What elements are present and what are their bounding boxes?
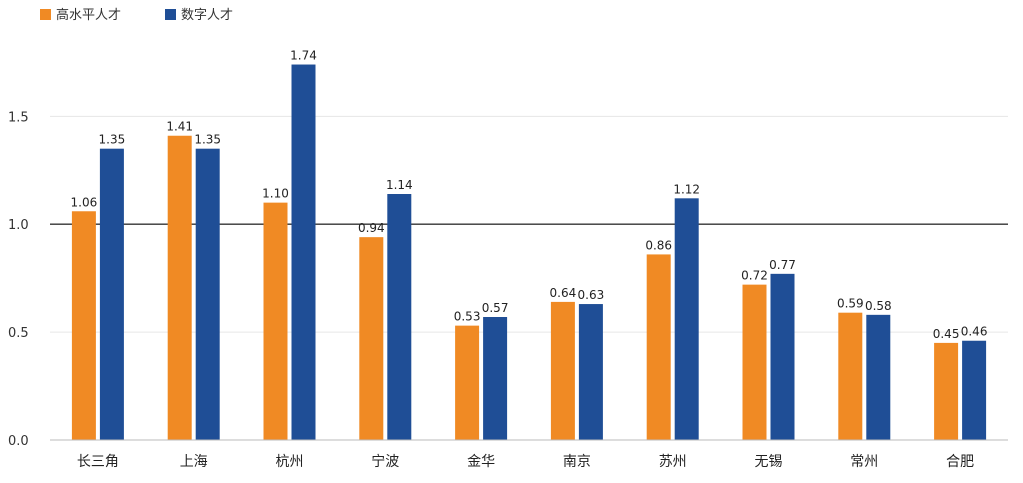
data-label: 0.77	[769, 258, 796, 272]
x-category-label: 常州	[850, 454, 878, 470]
bar-digital-talent	[291, 64, 316, 441]
x-category-label: 苏州	[659, 454, 687, 470]
y-tick-label: 1.0	[8, 218, 29, 233]
data-label: 0.94	[358, 221, 385, 235]
y-tick-label: 1.5	[8, 110, 29, 125]
data-label: 1.35	[194, 133, 221, 147]
bar-high-level-talent	[550, 301, 575, 440]
data-label: 0.86	[645, 238, 672, 252]
x-category-label: 杭州	[276, 454, 304, 470]
x-category-label: 上海	[180, 454, 208, 470]
data-label: 0.63	[578, 288, 605, 302]
bar-digital-talent	[387, 194, 412, 440]
y-tick-label: 0.0	[8, 434, 29, 449]
data-label: 0.57	[482, 301, 509, 315]
legend: 高水平人才 数字人才	[40, 7, 233, 23]
data-label: 1.10	[262, 187, 289, 201]
bar-digital-talent	[195, 148, 220, 440]
bar-high-level-talent	[167, 135, 192, 440]
data-label: 1.06	[71, 195, 98, 209]
bar-digital-talent	[483, 317, 508, 440]
data-label: 0.45	[933, 327, 960, 341]
bar-digital-talent	[866, 314, 891, 440]
bar-digital-talent	[962, 340, 987, 440]
data-label: 0.72	[741, 269, 768, 283]
x-category-label: 长三角	[77, 454, 119, 470]
legend-swatch	[40, 9, 51, 20]
bar-high-level-talent	[263, 202, 288, 440]
bar-digital-talent	[99, 148, 124, 440]
x-category-label: 金华	[467, 454, 495, 470]
data-label: 1.12	[673, 182, 700, 196]
data-label: 0.58	[865, 299, 892, 313]
data-label: 1.74	[290, 49, 317, 63]
data-label: 0.46	[961, 325, 988, 339]
legend-swatch	[165, 9, 176, 20]
bar-high-level-talent	[455, 325, 480, 440]
x-category-label: 南京	[563, 454, 591, 470]
data-label: 1.41	[166, 120, 193, 134]
bar-high-level-talent	[742, 284, 767, 440]
x-category-label: 无锡	[755, 454, 783, 470]
bar-digital-talent	[770, 273, 795, 440]
data-label: 1.35	[99, 133, 126, 147]
legend-label: 高水平人才	[56, 7, 121, 23]
y-tick-label: 0.5	[8, 326, 29, 341]
x-category-label: 宁波	[371, 453, 399, 470]
bar-digital-talent	[674, 198, 699, 440]
data-label: 0.64	[550, 286, 577, 300]
x-category-label: 合肥	[946, 454, 974, 470]
data-label: 0.53	[454, 310, 481, 324]
bar-high-level-talent	[71, 211, 96, 440]
bar-high-level-talent	[934, 342, 959, 440]
data-label: 1.14	[386, 178, 413, 192]
bar-high-level-talent	[359, 237, 384, 440]
data-label: 0.59	[837, 297, 864, 311]
axis-layer: 0.0 0.5 1.0 1.5 长三角 上海 杭州 宁波 金华 南京 苏州 无锡 常州 合肥	[8, 110, 1008, 470]
bar-high-level-talent	[838, 312, 863, 440]
bar-digital-talent	[578, 304, 603, 440]
bars-layer: 1.061.351.411.351.101.740.941.140.530.57…	[71, 49, 988, 441]
bar-high-level-talent	[646, 254, 671, 440]
legend-label: 数字人才	[181, 8, 233, 23]
